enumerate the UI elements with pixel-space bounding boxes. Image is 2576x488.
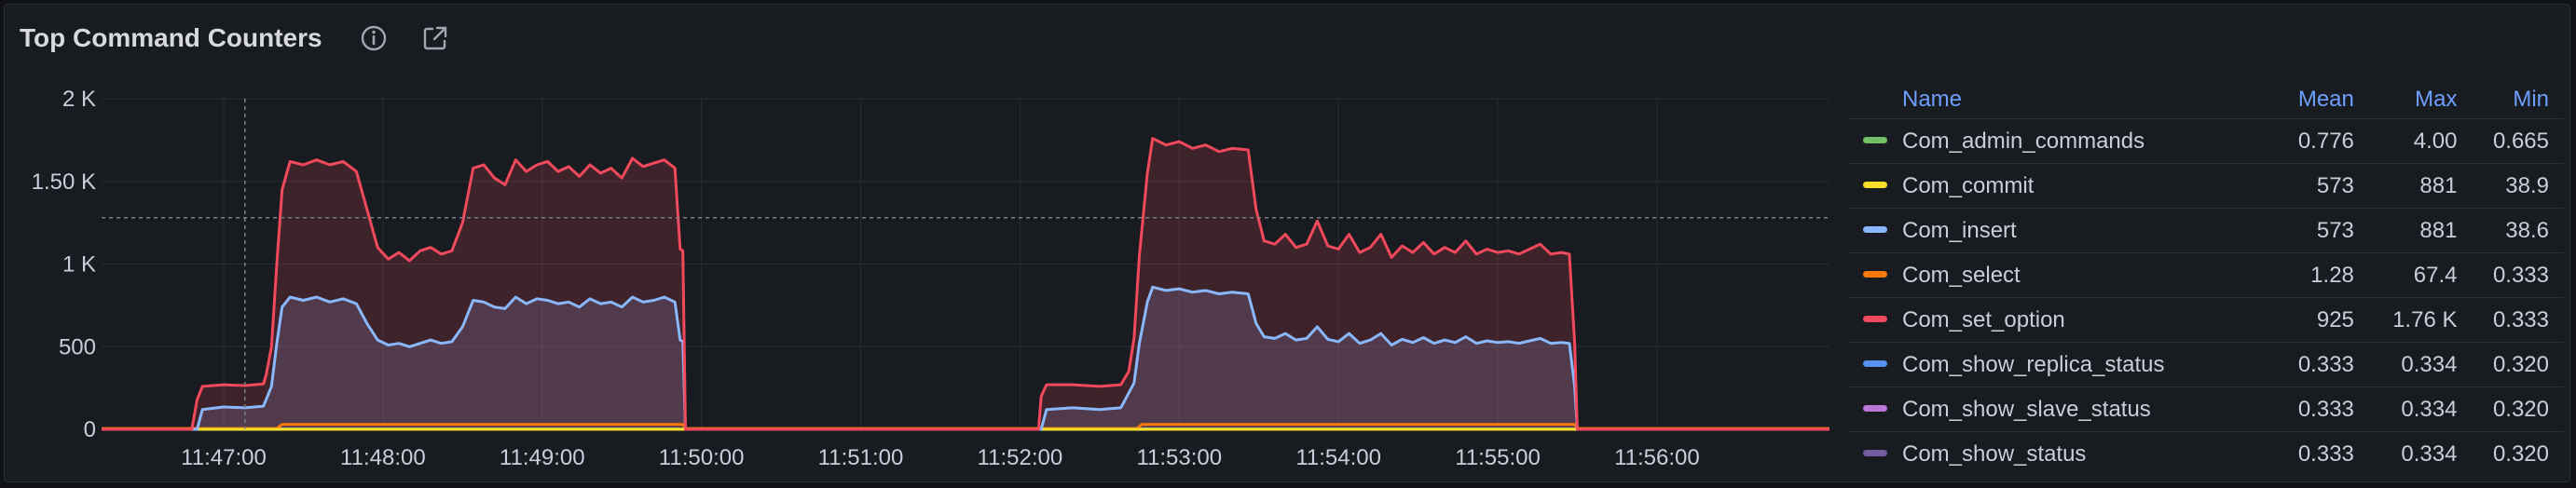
x-tick-label: 11:50:00 bbox=[659, 445, 745, 470]
legend-row[interactable]: Com_set_option 925 1.76 K 0.333 bbox=[1848, 297, 2564, 343]
series-color-swatch[interactable] bbox=[1863, 359, 1887, 367]
legend-row[interactable]: Com_show_replica_status 0.333 0.334 0.320 bbox=[1848, 342, 2564, 387]
legend-max-value: 1.76 K bbox=[2368, 297, 2473, 343]
series-color-swatch[interactable] bbox=[1863, 449, 1887, 456]
legend-max-value: 4.00 bbox=[2368, 118, 2473, 164]
legend-series-label[interactable]: Com_show_slave_status bbox=[1902, 396, 2151, 422]
legend-min-value: 0.320 bbox=[2472, 342, 2564, 387]
legend-mean-value: 1.28 bbox=[2277, 252, 2369, 298]
legend-series-label[interactable]: Com_commit bbox=[1902, 172, 2035, 198]
series-color-swatch[interactable] bbox=[1863, 225, 1887, 233]
legend-max-value: 0.334 bbox=[2368, 342, 2473, 387]
legend-min-value: 38.9 bbox=[2472, 163, 2564, 209]
legend-min-value: 0.333 bbox=[2472, 252, 2564, 298]
legend-series-label[interactable]: Com_insert bbox=[1902, 217, 2017, 243]
legend-mean-value: 0.333 bbox=[2277, 431, 2369, 476]
legend-header-row: Name Mean Max Min bbox=[1848, 81, 2564, 119]
legend-max-value: 0.334 bbox=[2368, 431, 2473, 476]
y-tick-label: 500 bbox=[59, 334, 96, 359]
legend-row[interactable]: Com_select 1.28 67.4 0.333 bbox=[1848, 252, 2564, 298]
legend-series-label[interactable]: Com_show_replica_status bbox=[1902, 351, 2165, 377]
x-tick-label: 11:51:00 bbox=[818, 445, 904, 470]
panel-header: Top Command Counters bbox=[5, 5, 2569, 70]
legend-row[interactable]: Com_show_slave_status 0.333 0.334 0.320 bbox=[1848, 386, 2564, 432]
legend-header-name[interactable]: Name bbox=[1902, 87, 1963, 112]
legend-series-label[interactable]: Com_set_option bbox=[1902, 306, 2065, 332]
legend-series-name[interactable]: Com_select bbox=[1848, 252, 2278, 298]
x-tick-label: 11:56:00 bbox=[1614, 445, 1700, 470]
y-tick-label: 0 bbox=[84, 417, 96, 442]
legend-series-name[interactable]: Com_admin_commands bbox=[1848, 118, 2278, 164]
panel-title: Top Command Counters bbox=[20, 23, 322, 52]
y-tick-label: 1 K bbox=[62, 252, 96, 278]
x-tick-label: 11:54:00 bbox=[1295, 445, 1381, 470]
x-tick-label: 11:49:00 bbox=[500, 445, 585, 470]
legend-mean-value: 0.333 bbox=[2277, 386, 2369, 432]
y-tick-label: 2 K bbox=[62, 87, 96, 112]
series-area bbox=[102, 138, 1829, 429]
legend-max-value: 881 bbox=[2368, 163, 2473, 209]
y-tick-label: 1.50 K bbox=[32, 169, 96, 195]
legend-min-value: 0.320 bbox=[2472, 386, 2564, 432]
series-line[interactable] bbox=[102, 285, 1829, 431]
chart-canvas[interactable]: 0 500 1 K 1.50 K 2 K 11:47:00 11:48:00 11:49:00… bbox=[5, 75, 1845, 480]
legend-mean-value: 925 bbox=[2277, 297, 2369, 343]
legend-min-value: 0.320 bbox=[2472, 431, 2564, 476]
legend-series-label[interactable]: Com_select bbox=[1902, 262, 2021, 288]
legend-max-value: 881 bbox=[2368, 208, 2473, 253]
legend-min-value: 0.333 bbox=[2472, 297, 2564, 343]
series-color-swatch[interactable] bbox=[1863, 315, 1887, 322]
legend-header-mean[interactable]: Mean bbox=[2297, 87, 2354, 112]
legend-rows: Com_admin_commands 0.776 4.00 0.665 Com_comm… bbox=[1848, 118, 2564, 476]
legend-series-name[interactable]: Com_show_slave_status bbox=[1848, 386, 2278, 432]
series-line[interactable] bbox=[102, 137, 1829, 431]
x-tick-label: 11:53:00 bbox=[1136, 445, 1222, 470]
series-color-swatch[interactable] bbox=[1863, 181, 1887, 188]
legend-mean-value: 0.776 bbox=[2277, 118, 2369, 164]
legend-series-name[interactable]: Com_show_status bbox=[1848, 431, 2278, 476]
legend-header-min[interactable]: Min bbox=[2513, 87, 2549, 112]
external-link-icon[interactable] bbox=[418, 21, 452, 55]
legend-row[interactable]: Com_insert 573 881 38.6 bbox=[1848, 208, 2564, 253]
series-color-swatch[interactable] bbox=[1863, 136, 1887, 143]
legend-max-value: 0.334 bbox=[2368, 386, 2473, 432]
legend-table: Name Mean Max Min Com_admin_commands 0.77… bbox=[1848, 81, 2564, 476]
legend-max-value: 67.4 bbox=[2368, 252, 2473, 298]
legend-mean-value: 573 bbox=[2277, 163, 2369, 209]
legend-series-name[interactable]: Com_commit bbox=[1848, 163, 2278, 209]
info-circle-icon[interactable] bbox=[357, 21, 391, 55]
legend-series-name[interactable]: Com_insert bbox=[1848, 208, 2278, 253]
x-tick-label: 11:52:00 bbox=[978, 445, 1063, 470]
legend-row[interactable]: Com_admin_commands 0.776 4.00 0.665 bbox=[1848, 118, 2564, 164]
x-tick-label: 11:48:00 bbox=[340, 445, 426, 470]
x-tick-label: 11:47:00 bbox=[181, 445, 267, 470]
series-area bbox=[102, 287, 1829, 429]
legend-row[interactable]: Com_commit 573 881 38.9 bbox=[1848, 163, 2564, 209]
legend-row[interactable]: Com_show_status 0.333 0.334 0.320 bbox=[1848, 431, 2564, 476]
x-tick-label: 11:55:00 bbox=[1455, 445, 1541, 470]
legend-mean-value: 573 bbox=[2277, 208, 2369, 253]
legend-series-label[interactable]: Com_show_status bbox=[1902, 441, 2087, 467]
series-color-swatch[interactable] bbox=[1863, 404, 1887, 412]
legend-series-name[interactable]: Com_set_option bbox=[1848, 297, 2278, 343]
series-color-swatch[interactable] bbox=[1863, 270, 1887, 278]
panel: Top Command Counters 0 500 1 K 1.50 K 2 K 11:… bbox=[4, 4, 2570, 482]
legend-header-max[interactable]: Max bbox=[2415, 87, 2458, 112]
legend-min-value: 38.6 bbox=[2472, 208, 2564, 253]
time-series-chart[interactable]: 0 500 1 K 1.50 K 2 K 11:47:00 11:48:00 11:49:00… bbox=[5, 75, 1845, 480]
legend-min-value: 0.665 bbox=[2472, 118, 2564, 164]
legend-mean-value: 0.333 bbox=[2277, 342, 2369, 387]
legend-series-name[interactable]: Com_show_replica_status bbox=[1848, 342, 2278, 387]
legend-series-label[interactable]: Com_admin_commands bbox=[1902, 128, 2145, 154]
